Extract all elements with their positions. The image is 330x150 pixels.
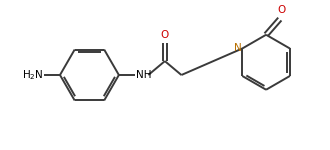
Text: O: O bbox=[278, 5, 286, 15]
Text: NH: NH bbox=[136, 70, 151, 80]
Text: H$_2$N: H$_2$N bbox=[22, 68, 43, 82]
Text: N: N bbox=[234, 44, 241, 54]
Text: O: O bbox=[161, 30, 169, 40]
